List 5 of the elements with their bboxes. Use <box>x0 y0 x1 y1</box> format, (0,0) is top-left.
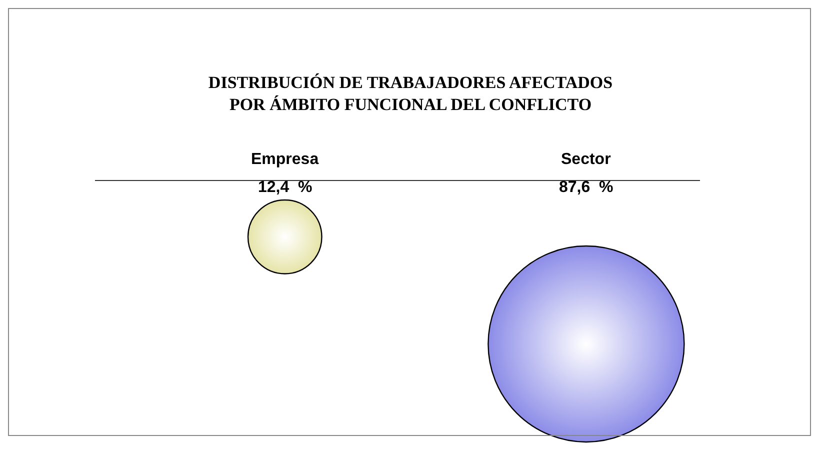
text: DISTRIBUCIÓN DE TRABAJADORES AFECTADOS POR ÁMBITO FUNCIONAL DEL CONFLICTO <box>208 73 613 114</box>
data-label: 87,6 % <box>559 179 614 196</box>
data-label: 12,4 % <box>258 179 312 196</box>
category-label: Empresa <box>251 151 319 168</box>
category-label: Sector <box>561 151 611 168</box>
